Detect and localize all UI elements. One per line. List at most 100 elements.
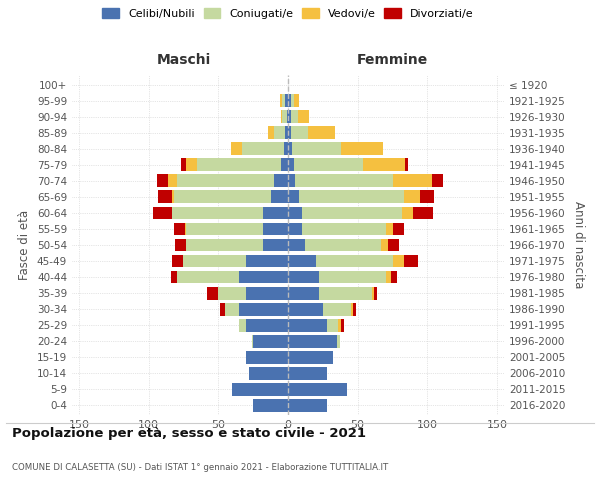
Bar [274,174,288,188]
Bar [239,270,288,283]
Bar [281,110,283,123]
Bar [288,222,302,235]
Bar [299,190,404,203]
Bar [305,238,382,252]
Y-axis label: Fasce di età: Fasce di età [19,210,31,280]
Bar [158,190,172,203]
Bar [157,174,168,188]
Bar [284,142,288,155]
Bar [153,206,172,220]
Bar [253,399,288,412]
Bar [239,319,246,332]
Bar [288,126,291,139]
Bar [263,222,288,235]
Bar [285,94,288,107]
Bar [288,399,327,412]
Bar [242,142,284,155]
Bar [288,254,316,268]
Bar [351,302,353,316]
Bar [298,110,309,123]
Bar [186,158,197,171]
Bar [181,158,186,171]
Bar [246,351,288,364]
Bar [288,142,292,155]
Bar [263,206,288,220]
Bar [291,110,298,123]
Bar [288,206,302,220]
Bar [371,286,374,300]
Bar [392,254,404,268]
Bar [280,94,283,107]
Bar [431,174,443,188]
Bar [252,335,253,347]
Bar [288,190,299,203]
Bar [185,222,186,235]
Bar [186,238,263,252]
Text: COMUNE DI CALASETTA (SU) - Dati ISTAT 1° gennaio 2021 - Elaborazione TUTTITALIA.: COMUNE DI CALASETTA (SU) - Dati ISTAT 1°… [12,462,388,471]
Bar [288,94,291,107]
Bar [288,351,332,364]
Bar [253,335,288,347]
Y-axis label: Anni di nascita: Anni di nascita [572,202,585,288]
Bar [174,190,271,203]
Bar [293,94,299,107]
Bar [218,286,246,300]
Bar [186,222,263,235]
Bar [174,222,185,235]
Bar [288,110,291,123]
Bar [293,158,363,171]
Bar [323,302,351,316]
Bar [316,254,392,268]
Bar [288,174,295,188]
Bar [319,286,371,300]
Bar [404,254,418,268]
Bar [249,367,288,380]
Bar [168,174,176,188]
Bar [388,238,400,252]
Bar [171,270,176,283]
Text: Popolazione per età, sesso e stato civile - 2021: Popolazione per età, sesso e stato civil… [12,428,366,440]
Bar [288,335,337,347]
Bar [246,286,288,300]
Bar [285,126,288,139]
Text: Femmine: Femmine [357,53,428,67]
Bar [231,142,242,155]
Bar [337,335,340,347]
Bar [283,94,285,107]
Bar [288,367,327,380]
Bar [421,190,434,203]
Bar [281,158,288,171]
Bar [225,302,239,316]
Bar [353,302,356,316]
Bar [413,206,433,220]
Bar [404,190,421,203]
Bar [271,190,288,203]
Bar [207,286,218,300]
Bar [172,254,184,268]
Bar [386,270,391,283]
Bar [197,158,281,171]
Bar [288,158,293,171]
Bar [291,94,293,107]
Bar [175,238,186,252]
Bar [176,174,274,188]
Bar [268,126,274,139]
Bar [263,238,288,252]
Bar [341,319,344,332]
Bar [302,222,386,235]
Bar [392,222,404,235]
Bar [338,319,341,332]
Bar [292,142,341,155]
Bar [319,270,386,283]
Bar [246,254,288,268]
Legend: Celibi/Nubili, Coniugati/e, Vedovi/e, Divorziati/e: Celibi/Nubili, Coniugati/e, Vedovi/e, Di… [103,8,473,19]
Bar [176,270,239,283]
Bar [295,174,392,188]
Bar [374,286,377,300]
Bar [327,319,338,332]
Bar [288,238,305,252]
Bar [288,270,319,283]
Bar [288,302,323,316]
Bar [392,174,431,188]
Bar [246,319,288,332]
